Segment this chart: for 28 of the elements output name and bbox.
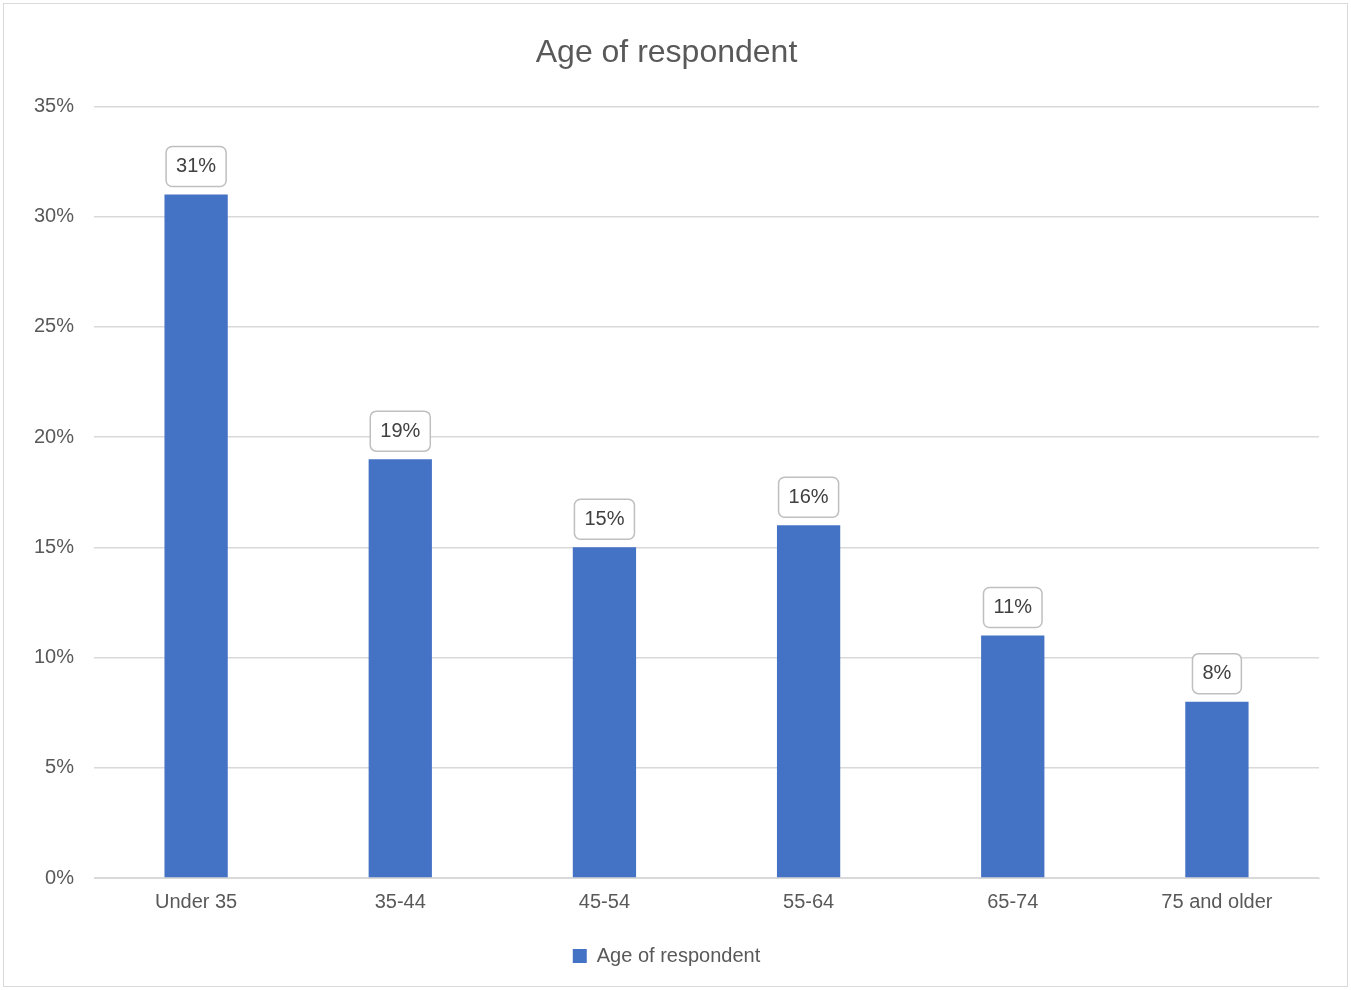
y-tick-label: 10% xyxy=(34,645,75,668)
bar xyxy=(572,547,637,878)
data-label: 16% xyxy=(788,484,829,507)
y-tick-label: 20% xyxy=(34,424,75,447)
bar xyxy=(1185,701,1249,878)
x-tick-label: 65-74 xyxy=(987,889,1039,912)
y-tick-label: 5% xyxy=(45,755,75,778)
y-tick-label: 35% xyxy=(34,93,75,116)
bar xyxy=(368,459,432,878)
x-tick-label: 45-54 xyxy=(578,889,631,912)
x-tick-label: 35-44 xyxy=(374,889,426,912)
x-tick-label: Under 35 xyxy=(154,889,238,912)
y-tick-label: 15% xyxy=(34,534,75,557)
data-label: 8% xyxy=(1202,661,1232,684)
data-label: 15% xyxy=(584,506,625,529)
chart-title: Age of respondent xyxy=(535,33,798,70)
data-label: 31% xyxy=(176,154,217,177)
data-label: 19% xyxy=(380,418,421,441)
y-tick-label: 30% xyxy=(34,204,75,227)
y-tick-label: 0% xyxy=(45,865,75,888)
data-label: 11% xyxy=(993,595,1033,618)
x-tick-label: 55-64 xyxy=(783,889,835,912)
bar xyxy=(981,635,1045,878)
y-tick-label: 25% xyxy=(34,314,75,337)
bar xyxy=(164,194,228,878)
legend-label: Age of respondent xyxy=(596,943,761,966)
bar xyxy=(776,525,841,878)
x-tick-label: 75 and older xyxy=(1161,889,1273,912)
